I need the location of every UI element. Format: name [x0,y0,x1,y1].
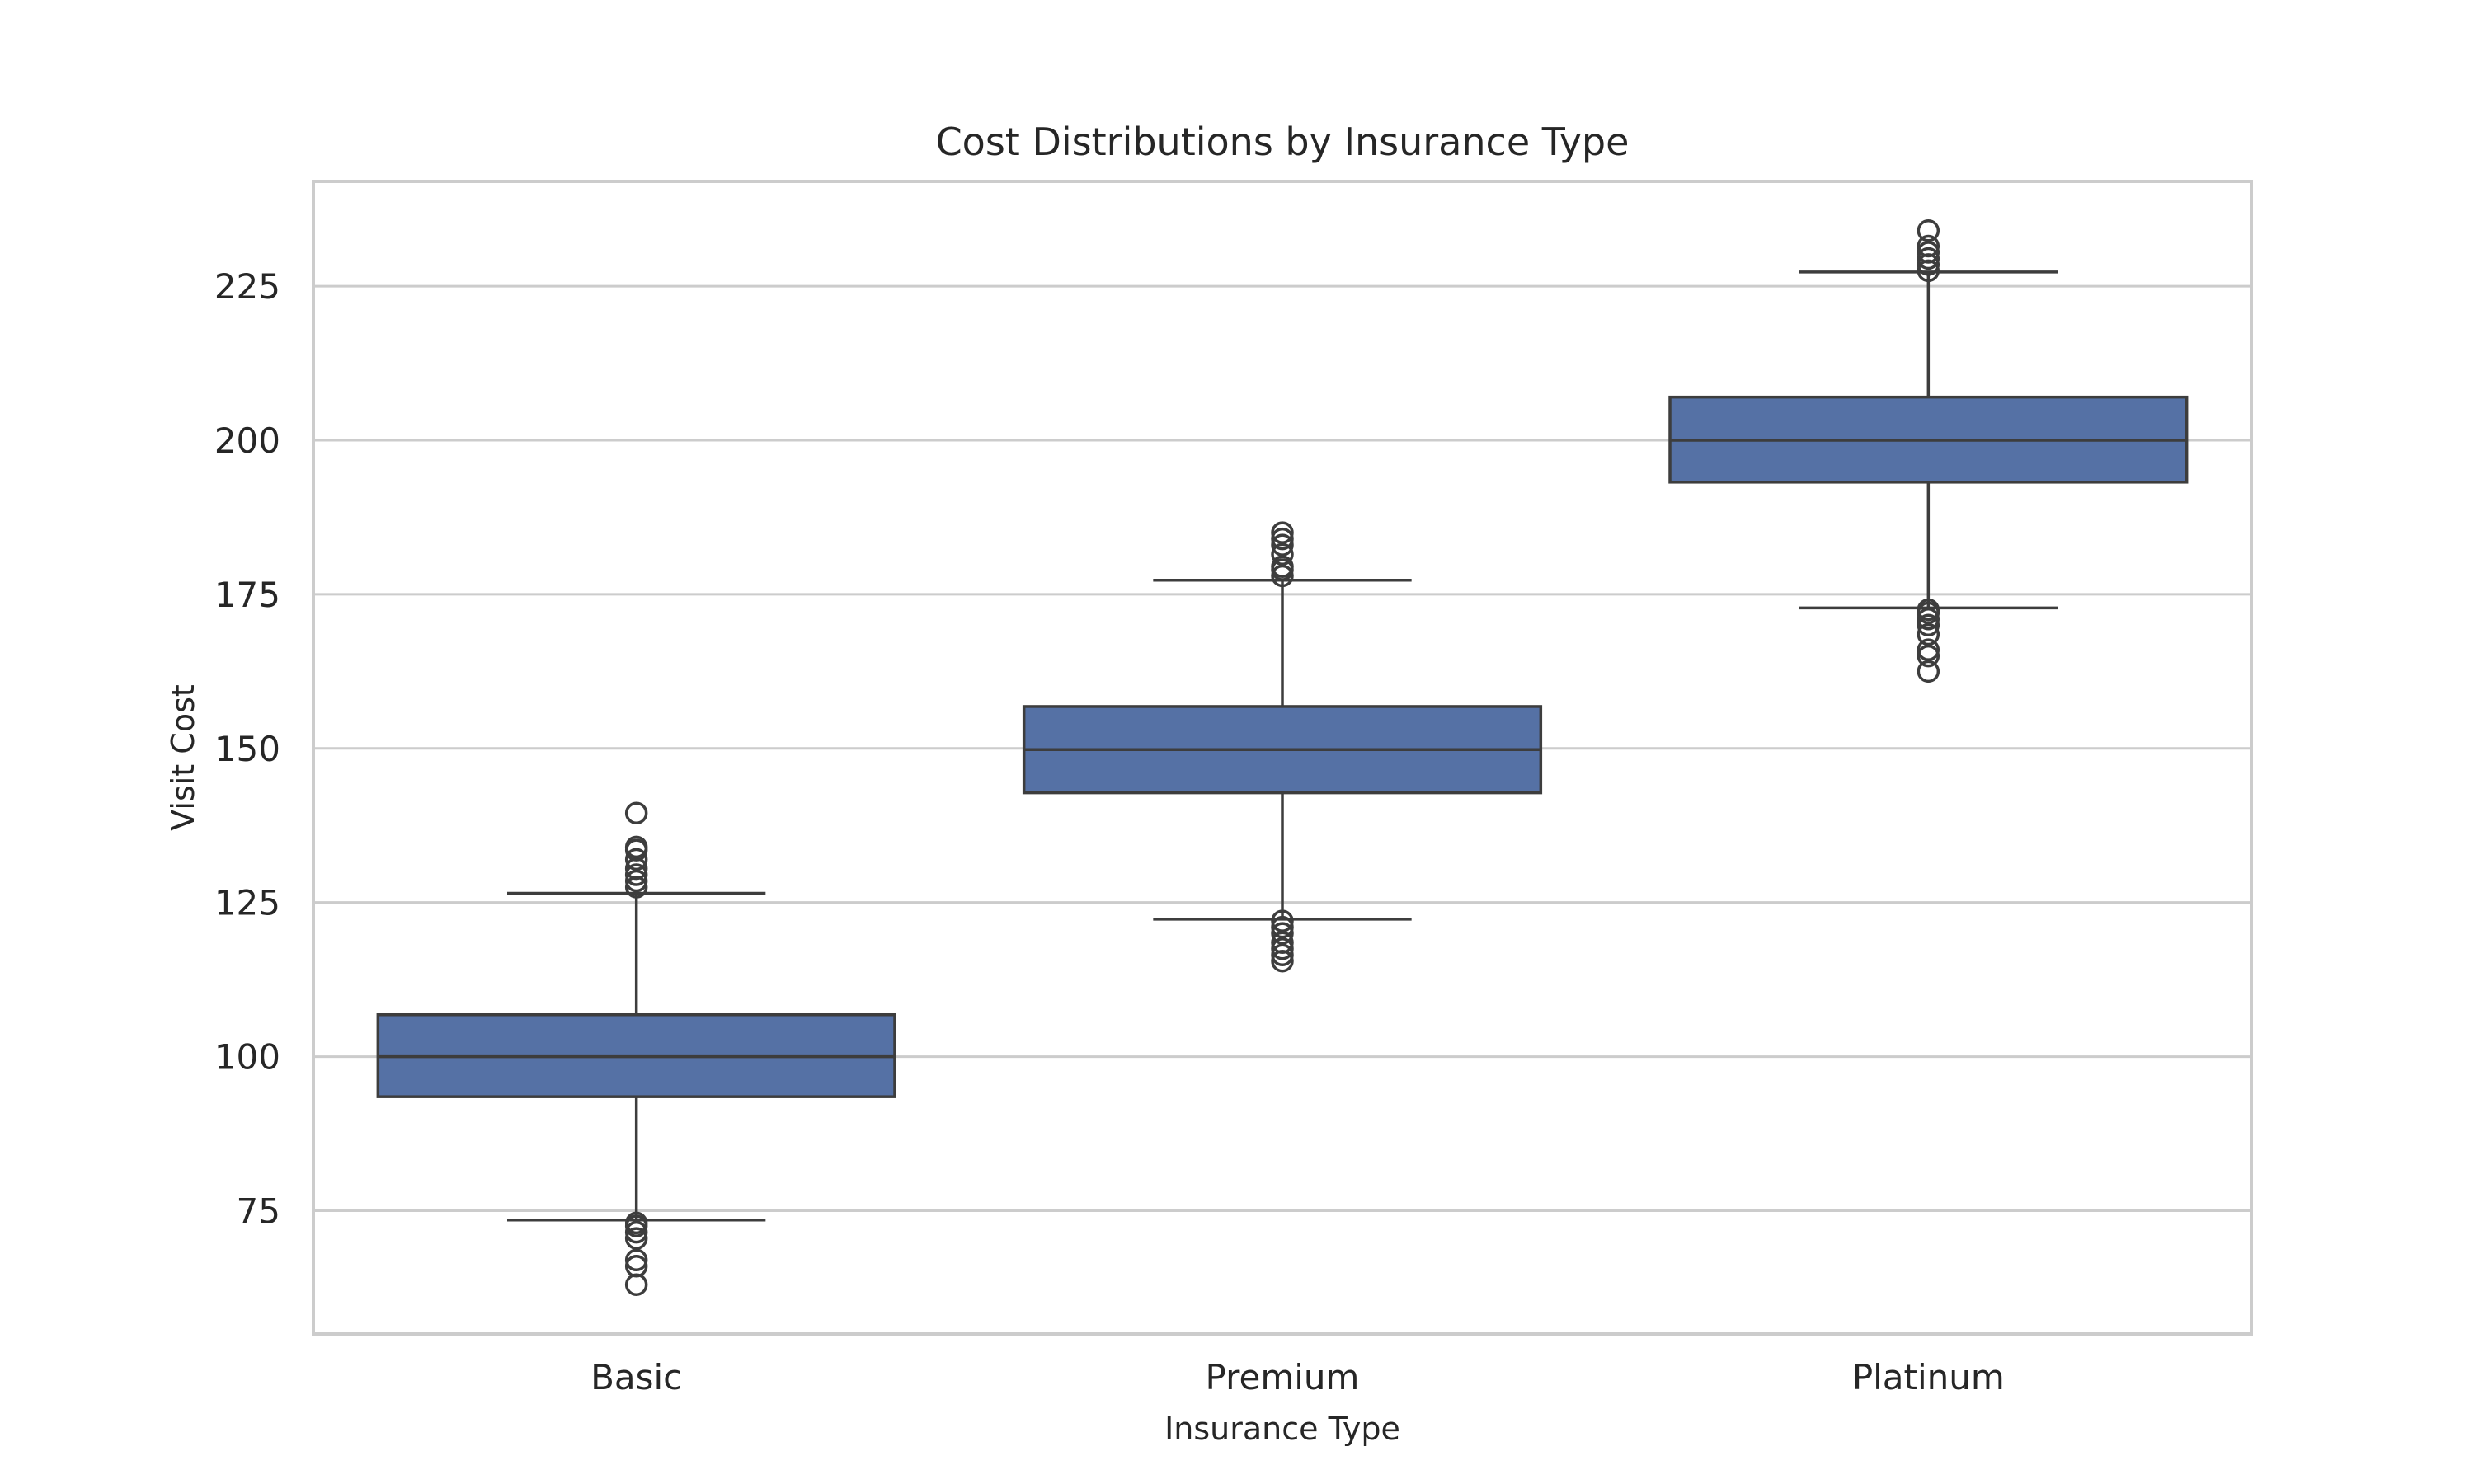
outlier-point [624,1248,648,1272]
outlier-point [1917,613,1940,637]
outlier-point [1271,915,1294,939]
outlier-point [1271,555,1294,578]
box-group-basic [376,801,896,1296]
box-group-premium [1022,521,1543,973]
outlier-point [1917,644,1940,668]
x-tick-label: Basic [590,1357,682,1397]
y-tick-label: 225 [214,266,280,307]
x-tick-label: Platinum [1852,1357,2005,1397]
outlier-point [1917,660,1940,683]
outlier-point [1271,937,1294,960]
y-tick-label: 75 [237,1190,280,1231]
outlier-point [1917,598,1940,622]
outlier-point [1917,622,1940,646]
outlier-point [1917,247,1940,270]
x-axis-ticks: Basic Premium Platinum [590,1357,2005,1397]
plot-frame [312,180,2253,1336]
x-axis-label: Insurance Type [1164,1411,1400,1447]
outlier-point [1271,943,1294,966]
y-tick-label: 200 [214,420,280,461]
outlier-point [1271,931,1294,955]
outlier-point [1917,234,1940,258]
outlier-point [624,1211,648,1235]
outlier-point [624,848,648,871]
chart-title: Cost Distributions by Insurance Type [936,120,1630,164]
outlier-point [1917,241,1940,264]
outlier-point [624,869,648,893]
outlier-point [1271,542,1294,566]
y-tick-label: 100 [214,1037,280,1078]
x-tick-label: Premium [1206,1357,1360,1397]
outlier-point [1917,608,1940,631]
outlier-point [624,835,648,859]
box-group-platinum [1668,219,2189,683]
y-axis-ticks: 75 100 125 150 175 200 225 [214,266,280,1231]
outlier-point [624,863,648,886]
outlier-point [1271,922,1294,945]
outlier-point [624,1227,648,1250]
y-axis-label: Visit Cost [165,684,201,831]
outlier-point [1917,219,1940,242]
outlier-point [624,801,648,825]
outlier-point [1917,638,1940,661]
y-tick-label: 150 [214,729,280,769]
boxes [376,219,2189,1296]
outlier-point [624,1255,648,1278]
outlier-point [1271,564,1294,588]
y-tick-label: 125 [214,883,280,923]
outlier-point [1271,527,1294,551]
outlier-point [624,1273,648,1296]
outlier-point [1271,909,1294,932]
y-tick-label: 175 [214,575,280,615]
outlier-point [1271,521,1294,544]
outlier-point [1271,533,1294,556]
outlier-point [624,1220,648,1244]
